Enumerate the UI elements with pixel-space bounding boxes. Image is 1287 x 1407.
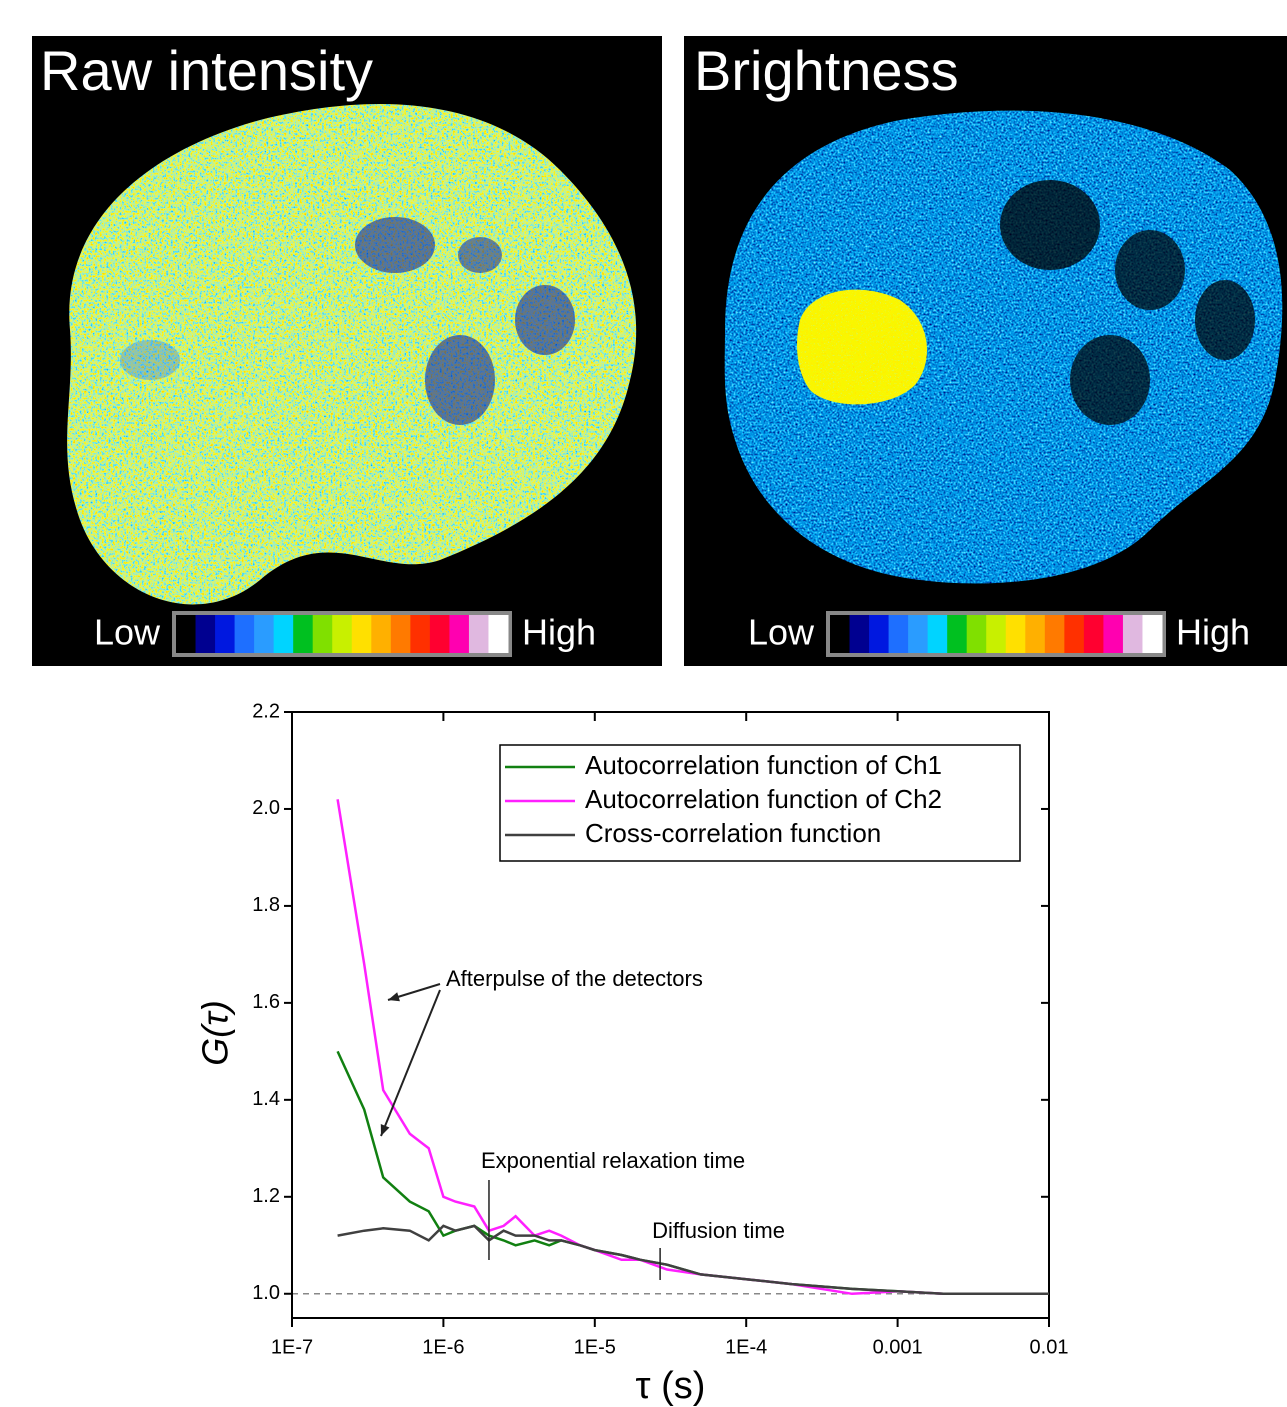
colorbar-swatch — [1044, 615, 1065, 653]
annotation: Diffusion time — [652, 1218, 785, 1243]
legend-label: Autocorrelation function of Ch1 — [585, 750, 942, 780]
plot-frame — [291, 711, 1050, 1319]
colorbar-swatch — [371, 615, 392, 653]
annotation-arrow — [380, 989, 441, 1137]
colorbar-swatch — [254, 615, 275, 653]
image-title: Brightness — [694, 39, 959, 102]
colorbar-swatch — [849, 615, 870, 653]
image-title: Raw intensity — [40, 39, 373, 102]
annotation-arrowhead — [388, 992, 400, 1002]
colorbar-swatch — [488, 615, 509, 653]
colorbar-swatch — [986, 615, 1007, 653]
y-tick-label: 1.8 — [252, 894, 280, 916]
colorbar-swatch — [176, 615, 197, 653]
colorbar-low: Low — [94, 612, 161, 653]
y-tick-label: 1.4 — [252, 1088, 280, 1110]
colorbar-swatch — [293, 615, 314, 653]
y-tick-label: 2.2 — [252, 700, 280, 722]
colorbar-swatch — [351, 615, 372, 653]
colorbar-swatch — [429, 615, 450, 653]
colorbar-swatch — [234, 615, 255, 653]
annotation: Afterpulse of the detectors — [446, 966, 703, 991]
colorbar-swatch — [1103, 615, 1124, 653]
colorbar-swatch — [1142, 615, 1163, 653]
dark-regions — [1000, 180, 1255, 425]
colorbar-swatch — [1005, 615, 1026, 653]
colorbar-low: Low — [748, 612, 815, 653]
legend-label: Autocorrelation function of Ch2 — [585, 784, 942, 814]
x-axis-label: τ (s) — [636, 1365, 706, 1407]
colorbar-swatch — [1025, 615, 1046, 653]
colorbar-swatch — [195, 615, 216, 653]
raw-intensity-panel: Raw intensity Low High — [32, 36, 662, 666]
y-axis-label: G(τ) — [195, 1000, 236, 1065]
colorbar-swatch — [1122, 615, 1143, 653]
y-tick-label: 1.6 — [252, 991, 280, 1013]
colorbar — [172, 611, 512, 657]
colorbar-swatch — [830, 615, 851, 653]
x-tick-label: 1E-7 — [271, 1336, 313, 1358]
brightness-panel: Brightness Low High — [684, 36, 1287, 666]
series-line — [337, 1224, 1049, 1296]
y-tick-label: 1.0 — [252, 1282, 280, 1304]
bright-spot — [797, 289, 927, 405]
colorbar-swatch — [927, 615, 948, 653]
x-tick-label: 0.001 — [873, 1336, 923, 1358]
series-line — [336, 799, 1049, 1296]
colorbar-swatch — [1083, 615, 1104, 653]
colorbar-swatch — [215, 615, 236, 653]
colorbar-swatch — [947, 615, 968, 653]
colorbar-swatch — [908, 615, 929, 653]
x-tick-label: 1E-5 — [574, 1336, 616, 1358]
annotation-arrowhead — [380, 1124, 390, 1136]
x-tick-label: 0.01 — [1030, 1336, 1069, 1358]
y-tick-label: 2.0 — [252, 797, 280, 819]
colorbar — [826, 611, 1166, 657]
colorbar-swatch — [869, 615, 890, 653]
colorbar-swatch — [449, 615, 470, 653]
x-tick-label: 1E-6 — [422, 1336, 464, 1358]
chart: 1.0 1.2 1.4 1.6 1.8 2.0 2.2 1E-7 1E-6 1E-5 1E-4 0.0… — [195, 700, 1069, 1407]
colorbar-high: High — [1176, 612, 1250, 653]
colorbar-swatch — [1064, 615, 1085, 653]
y-tick-label: 1.2 — [252, 1185, 280, 1207]
legend-label: Cross-correlation function — [585, 818, 881, 848]
colorbar-swatch — [410, 615, 431, 653]
colorbar-swatch — [312, 615, 333, 653]
legend-box — [499, 744, 1021, 862]
colorbar-swatch — [332, 615, 353, 653]
colorbar-swatch — [966, 615, 987, 653]
colorbar-swatch — [273, 615, 294, 653]
colorbar-swatch — [888, 615, 909, 653]
dark-regions — [120, 217, 575, 425]
colorbar-high: High — [522, 612, 596, 653]
annotation: Exponential relaxation time — [481, 1148, 745, 1173]
colorbar-swatch — [468, 615, 489, 653]
colorbar-swatch — [390, 615, 411, 653]
x-tick-label: 1E-4 — [725, 1336, 767, 1358]
